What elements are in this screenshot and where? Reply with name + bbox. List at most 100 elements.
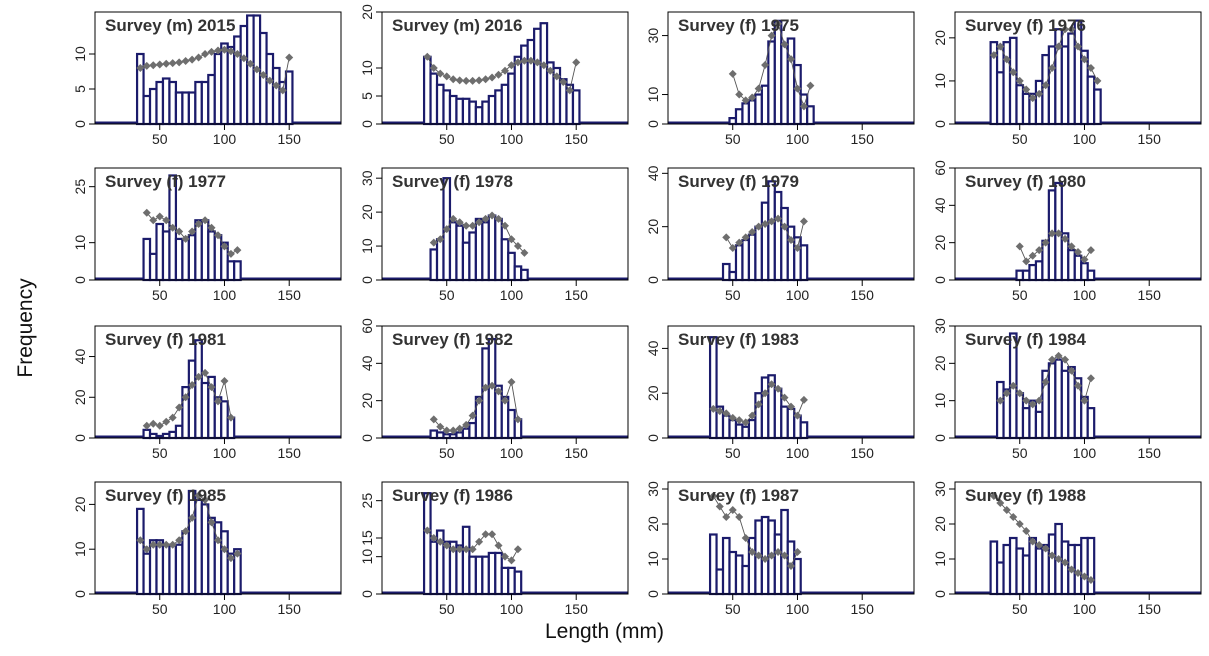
predicted-point <box>149 61 158 70</box>
predicted-point <box>272 81 281 90</box>
panel-frame <box>94 325 342 439</box>
predicted-point <box>226 413 235 422</box>
predicted-point <box>780 222 789 231</box>
predicted-point <box>715 407 724 416</box>
y-tick-label: 10 <box>72 46 88 62</box>
predicted-point <box>1061 234 1070 243</box>
predicted-point <box>754 222 763 231</box>
predicted-point <box>741 534 750 542</box>
predicted-point <box>761 61 770 70</box>
bar <box>520 268 529 282</box>
x-tick-label: 150 <box>565 287 589 303</box>
panel-8: Survey (f) 1980 0 20 40 60 50 100 150 <box>932 160 1202 303</box>
predicted-point <box>429 534 438 542</box>
panel-title: Survey (f) 1988 <box>965 486 1086 505</box>
y-tick-label: 10 <box>645 551 661 567</box>
predicted-point <box>175 403 184 412</box>
predicted-point <box>1054 42 1063 51</box>
predicted-point <box>1022 257 1031 266</box>
bar <box>793 557 802 596</box>
bar <box>233 260 242 282</box>
predicted-point <box>989 51 998 60</box>
panel-7: Survey (f) 1979 0 20 40 50 100 150 <box>645 165 915 303</box>
predicted-point <box>475 396 484 405</box>
predicted-point <box>481 214 490 223</box>
y-tick-label: 20 <box>932 30 948 46</box>
predicted-point <box>442 541 451 550</box>
predicted-point <box>1074 569 1082 577</box>
predicted-point <box>722 513 731 521</box>
predicted-point <box>475 218 484 227</box>
predicted-point <box>449 75 458 84</box>
predicted-point <box>252 65 261 74</box>
predicted-point <box>728 413 737 422</box>
predicted-point <box>181 234 190 243</box>
x-tick-label: 100 <box>786 445 810 461</box>
x-tick-label: 100 <box>213 601 237 617</box>
predicted-point <box>774 548 783 556</box>
predicted-point <box>1080 396 1089 405</box>
predicted-point <box>175 58 184 67</box>
predicted-point <box>423 52 432 61</box>
predicted-point <box>1035 541 1044 549</box>
y-tick-label: 30 <box>359 170 375 186</box>
panel-title: Survey (f) 1981 <box>105 330 226 349</box>
y-tick-label: 0 <box>359 276 375 284</box>
y-tick-label: 0 <box>932 276 948 284</box>
predicted-point <box>799 395 808 404</box>
predicted-point <box>455 545 464 554</box>
x-tick-label: 50 <box>439 601 455 617</box>
predicted-point <box>735 90 744 99</box>
predicted-point <box>259 71 268 79</box>
x-tick-label: 50 <box>439 131 455 147</box>
predicted-point <box>455 424 464 433</box>
x-tick-label: 150 <box>565 131 589 147</box>
predicted-point <box>220 242 229 251</box>
predicted-point <box>1015 520 1024 528</box>
predicted-point <box>201 368 210 377</box>
y-tick-label: 20 <box>645 516 661 532</box>
predicted-point <box>481 383 490 392</box>
predicted-point <box>468 76 477 85</box>
predicted-point <box>1015 242 1024 251</box>
predicted-point <box>559 78 568 86</box>
y-tick-label: 10 <box>932 393 948 409</box>
y-tick-label: 10 <box>359 549 375 565</box>
predicted-point <box>1080 255 1089 264</box>
predicted-point <box>436 69 445 78</box>
y-tick-label: 25 <box>72 179 88 195</box>
predicted-point <box>748 548 757 556</box>
panel-frame <box>954 325 1202 439</box>
bar <box>571 89 581 126</box>
y-tick-label: 0 <box>645 434 661 442</box>
predicted-point <box>462 221 471 230</box>
predicted-point <box>207 223 216 232</box>
predicted-point <box>767 380 776 389</box>
x-tick-label: 50 <box>725 287 741 303</box>
predicted-point <box>1067 366 1076 375</box>
y-tick-label: 10 <box>72 541 88 557</box>
panel-frame <box>94 167 342 281</box>
predicted-point <box>1035 396 1044 405</box>
x-tick-label: 100 <box>213 287 237 303</box>
x-tick-label: 150 <box>565 601 589 617</box>
panel-title: Survey (f) 1982 <box>392 330 513 349</box>
predicted-point <box>194 220 203 228</box>
panel-11: Survey (f) 1983 0 20 40 50 100 150 <box>645 325 915 461</box>
predicted-point <box>793 411 802 420</box>
panel-title: Survey (f) 1979 <box>678 172 799 191</box>
predicted-point <box>1028 400 1037 409</box>
predicted-point <box>741 418 750 427</box>
x-tick-label: 150 <box>1138 131 1162 147</box>
predicted-point <box>181 527 190 536</box>
panel-4: Survey (f) 1976 0 10 20 50 100 150 <box>932 11 1202 147</box>
x-tick-label: 100 <box>500 445 524 461</box>
predicted-point <box>207 47 216 56</box>
predicted-point <box>513 58 522 67</box>
y-tick-label: 20 <box>932 235 948 251</box>
predicted-point <box>436 422 445 431</box>
predicted-point <box>175 536 184 545</box>
x-tick-label: 150 <box>851 131 875 147</box>
predicted-point <box>787 236 795 244</box>
x-tick-label: 150 <box>565 445 589 461</box>
